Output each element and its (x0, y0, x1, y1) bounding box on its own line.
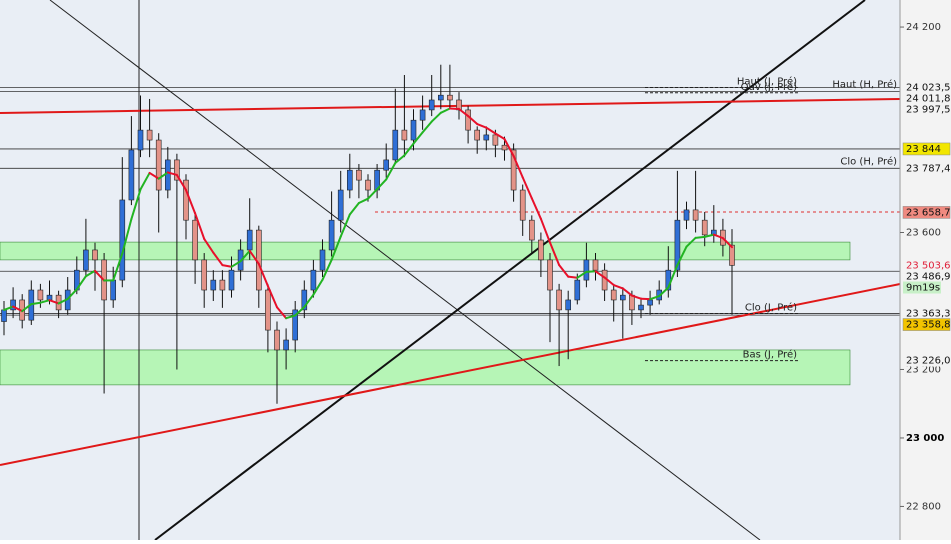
candle-body (693, 210, 698, 220)
price-label: 24 011,8 (906, 93, 951, 104)
candle-body (493, 135, 498, 145)
candle-body (229, 270, 234, 290)
price-label: 23 503,6 (906, 261, 951, 272)
price-label: 23 997,5 (906, 104, 951, 115)
candle-body (147, 130, 152, 140)
price-label: 23 658,7 (906, 207, 951, 218)
annotation: Bas (J, Pré) (743, 349, 797, 361)
candle-body (366, 180, 371, 190)
candle-body (684, 210, 689, 220)
candle-body (38, 290, 43, 300)
candle-body (447, 95, 452, 100)
candle-body (247, 230, 252, 250)
moving-average (696, 237, 705, 238)
candle-body (648, 300, 653, 305)
moving-average (31, 303, 40, 304)
candle-body (347, 170, 352, 190)
candle-body (620, 295, 625, 300)
candle-body (402, 130, 407, 140)
price-label: 24 023,5 (906, 82, 951, 93)
moving-average (586, 271, 595, 272)
candle-body (129, 150, 134, 200)
candle-body (220, 280, 225, 290)
candle-body (466, 110, 471, 130)
y-tick-label: 23 600 (906, 228, 941, 239)
candle-body (611, 290, 616, 300)
price-label: 23 358,8 (906, 320, 951, 331)
candle-body (520, 190, 525, 220)
candle-body (538, 240, 543, 260)
candle-body (284, 340, 289, 350)
candle-body (484, 135, 489, 140)
candle-body (384, 160, 389, 170)
candle-body (393, 130, 398, 160)
annotation: Haut (H, Pré) (832, 78, 897, 90)
candle-body (211, 280, 216, 290)
annotation: Clo (J, Pré) (745, 302, 797, 314)
candle-body (502, 145, 507, 150)
candle-body (202, 260, 207, 290)
y-tick-label: 23 000 (906, 433, 944, 444)
candle-body (566, 300, 571, 310)
annotation: Clo (H, Pré) (840, 155, 897, 167)
candle-body (429, 100, 434, 110)
candle-body (702, 220, 707, 235)
candle-body (83, 250, 88, 270)
candle-body (311, 270, 316, 290)
candle-body (329, 220, 334, 250)
candle-body (475, 130, 480, 140)
candle-body (593, 260, 598, 270)
candle-body (584, 260, 589, 280)
candle-body (165, 160, 170, 190)
candle-body (529, 220, 534, 240)
candle-body (320, 250, 325, 270)
price-label: 23 363,3 (906, 309, 951, 320)
candle-body (411, 120, 416, 140)
price-label: 23 486,9 (906, 272, 951, 283)
timer: 9m19s (906, 283, 940, 294)
candle-body (275, 330, 280, 350)
y-tick-label: 22 800 (906, 501, 941, 512)
price-label: 23 844 (906, 144, 941, 155)
candle-body (629, 295, 634, 310)
candle-body (265, 290, 270, 330)
y-tick-label: 24 200 (906, 22, 941, 33)
annotation: Ouv (J, Pré) (741, 81, 797, 93)
candle-body (420, 110, 425, 120)
candle-body (356, 170, 361, 180)
price-label: 23 226,0 (906, 356, 951, 367)
candle-body (138, 130, 143, 150)
candle-body (93, 250, 98, 260)
candle-body (193, 220, 198, 260)
candle-body (338, 190, 343, 220)
candle-body (548, 260, 553, 290)
moving-average (568, 277, 577, 278)
candle-body (575, 280, 580, 300)
candle-body (438, 95, 443, 100)
price-label: 23 787,4 (906, 163, 951, 174)
candle-body (557, 290, 562, 310)
candle-body (156, 140, 161, 190)
candle-body (639, 305, 644, 310)
candle-body (120, 200, 125, 280)
candle-body (2, 310, 7, 322)
candle-body (111, 280, 116, 300)
